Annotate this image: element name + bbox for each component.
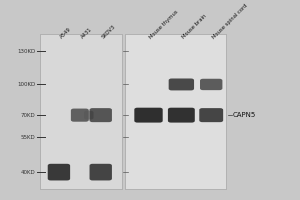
FancyBboxPatch shape bbox=[169, 78, 194, 90]
FancyBboxPatch shape bbox=[89, 164, 112, 180]
FancyBboxPatch shape bbox=[200, 79, 222, 90]
Text: 55KD: 55KD bbox=[21, 135, 36, 140]
Text: Mouse thymus: Mouse thymus bbox=[148, 9, 179, 40]
Text: 100KD: 100KD bbox=[17, 82, 36, 87]
FancyBboxPatch shape bbox=[134, 108, 163, 123]
Text: A431: A431 bbox=[80, 27, 93, 40]
FancyBboxPatch shape bbox=[89, 108, 112, 122]
Text: 70KD: 70KD bbox=[21, 113, 36, 118]
Text: 130KD: 130KD bbox=[17, 49, 36, 54]
Text: CAPN5: CAPN5 bbox=[233, 112, 256, 118]
Text: A549: A549 bbox=[59, 26, 72, 40]
FancyBboxPatch shape bbox=[48, 164, 70, 180]
FancyBboxPatch shape bbox=[168, 108, 195, 123]
FancyBboxPatch shape bbox=[124, 34, 226, 189]
Text: 40KD: 40KD bbox=[21, 170, 36, 175]
Text: SKOV3: SKOV3 bbox=[101, 24, 116, 40]
Text: Mouse spinal cord: Mouse spinal cord bbox=[211, 3, 248, 40]
Text: Mouse brain: Mouse brain bbox=[182, 13, 208, 40]
FancyBboxPatch shape bbox=[71, 109, 89, 122]
FancyBboxPatch shape bbox=[199, 108, 223, 122]
FancyBboxPatch shape bbox=[84, 111, 94, 120]
FancyBboxPatch shape bbox=[40, 34, 122, 189]
